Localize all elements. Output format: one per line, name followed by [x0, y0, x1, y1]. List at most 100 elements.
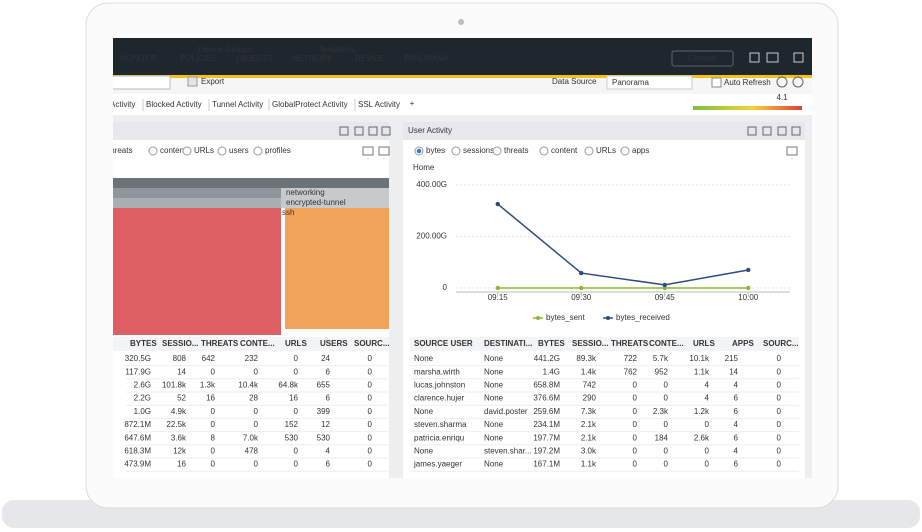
radio[interactable]: [620, 146, 630, 156]
column-header[interactable]: USERS: [320, 339, 348, 348]
filter-label[interactable]: threats: [504, 146, 528, 155]
table-cell[interactable]: None: [484, 381, 504, 390]
radio[interactable]: [253, 146, 263, 156]
filter-label[interactable]: users: [229, 146, 249, 155]
icon[interactable]: [749, 52, 760, 63]
tab[interactable]: SSL Activity: [358, 100, 400, 109]
nav-item[interactable]: PANORAMA: [404, 54, 450, 63]
filter-label[interactable]: URLs: [194, 146, 214, 155]
column-header[interactable]: CONTE...: [240, 339, 275, 348]
table-cell[interactable]: None: [484, 420, 504, 429]
table-cell: 12: [321, 420, 330, 429]
export-label[interactable]: Export: [201, 77, 225, 86]
chart-icon[interactable]: [786, 146, 798, 156]
treemap-cell: [113, 198, 281, 208]
filter-label[interactable]: sessions: [463, 146, 494, 155]
table-cell[interactable]: None: [484, 460, 504, 469]
data-point: [495, 201, 500, 207]
radio[interactable]: [584, 146, 594, 156]
filter-label[interactable]: threats: [108, 146, 132, 155]
table-cell[interactable]: patricia.enriqu: [414, 433, 464, 442]
table-cell[interactable]: david.poster: [484, 407, 528, 416]
tab[interactable]: Tunnel Activity: [212, 100, 263, 109]
table-cell[interactable]: steven.shar...: [484, 447, 532, 456]
chart-icon[interactable]: [362, 146, 374, 156]
help-icon[interactable]: [792, 76, 804, 88]
table-cell[interactable]: None: [414, 354, 434, 363]
dropdown[interactable]: [108, 75, 171, 90]
commit-button[interactable]: [671, 50, 734, 67]
checkbox[interactable]: [711, 77, 722, 88]
panel-icon[interactable]: [777, 126, 787, 136]
table-cell[interactable]: steven.sharma: [414, 420, 467, 429]
radio[interactable]: [217, 146, 227, 156]
treemap-cell: [285, 208, 389, 329]
filter-label[interactable]: content: [551, 146, 578, 155]
column-header[interactable]: CONTE...: [649, 339, 684, 348]
table-cell[interactable]: None: [484, 394, 504, 403]
legend-label[interactable]: bytes_sent: [546, 313, 585, 322]
column-header[interactable]: DESTINATI...: [484, 339, 532, 348]
panel-icon[interactable]: [339, 126, 349, 136]
icon[interactable]: [766, 52, 779, 63]
table-cell[interactable]: lucas.johnston: [414, 381, 465, 390]
table-cell[interactable]: james.yaeger: [413, 460, 462, 469]
tab[interactable]: Activity: [110, 100, 135, 109]
column-header[interactable]: URLS: [285, 339, 307, 348]
filter-label[interactable]: profiles: [265, 146, 291, 155]
filter-label[interactable]: bytes: [426, 146, 445, 155]
commit-label[interactable]: Commit: [688, 54, 716, 63]
column-header[interactable]: SESSIO...: [162, 339, 198, 348]
filter-label[interactable]: content: [160, 146, 187, 155]
data-source-dropdown[interactable]: [606, 75, 693, 90]
tab[interactable]: GlobalProtect Activity: [272, 100, 348, 109]
panel-icon[interactable]: [791, 126, 801, 136]
column-header[interactable]: SESSIO...: [572, 339, 608, 348]
nav-item[interactable]: OBJECTS: [236, 54, 273, 63]
data-source-label: Data Source: [552, 77, 597, 86]
refresh-icon[interactable]: [776, 76, 788, 88]
column-header[interactable]: SOURC...: [763, 339, 799, 348]
table-cell: 1.3k: [200, 381, 216, 390]
nav-item[interactable]: NETWORK: [292, 54, 334, 63]
nav-item[interactable]: DEVICE: [355, 54, 385, 63]
table-cell: 6: [326, 367, 331, 376]
legend-label[interactable]: bytes_received: [616, 313, 670, 322]
table-cell[interactable]: None: [414, 407, 434, 416]
column-header[interactable]: BYTES: [130, 339, 157, 348]
table-cell[interactable]: None: [414, 447, 434, 456]
export-icon[interactable]: [187, 76, 198, 87]
table-cell: 399: [317, 407, 331, 416]
panel-icon[interactable]: [381, 126, 391, 136]
radio[interactable]: [492, 146, 502, 156]
nav-item[interactable]: MONITOR: [120, 54, 158, 63]
column-header[interactable]: THREATS: [611, 339, 649, 348]
table-cell[interactable]: None: [484, 367, 504, 376]
add-tab[interactable]: +: [410, 99, 415, 108]
table-cell[interactable]: None: [484, 433, 504, 442]
table-cell: 0: [254, 407, 259, 416]
radio[interactable]: [182, 146, 192, 156]
panel-icon[interactable]: [762, 126, 772, 136]
column-header[interactable]: APPS: [732, 339, 754, 348]
filter-label[interactable]: apps: [632, 146, 649, 155]
column-header[interactable]: SOURCE USER: [414, 339, 473, 348]
panel-icon[interactable]: [368, 126, 378, 136]
column-header[interactable]: BYTES: [538, 339, 565, 348]
chart-icon[interactable]: [378, 146, 390, 156]
tab[interactable]: Blocked Activity: [146, 100, 202, 109]
radio[interactable]: [148, 146, 158, 156]
panel-icon[interactable]: [354, 126, 364, 136]
nav-item[interactable]: POLICIES: [180, 54, 217, 63]
filter-label[interactable]: URLs: [596, 146, 616, 155]
icon[interactable]: [793, 52, 804, 63]
column-header[interactable]: URLS: [693, 339, 715, 348]
radio[interactable]: [451, 146, 461, 156]
table-cell[interactable]: marsha.wirth: [414, 367, 460, 376]
column-header[interactable]: SOURC...: [354, 339, 390, 348]
panel-icon[interactable]: [747, 126, 757, 136]
column-header[interactable]: THREATS: [201, 339, 239, 348]
table-cell[interactable]: None: [484, 354, 504, 363]
table-cell[interactable]: clarence.hujer: [414, 394, 465, 403]
radio[interactable]: [539, 146, 549, 156]
